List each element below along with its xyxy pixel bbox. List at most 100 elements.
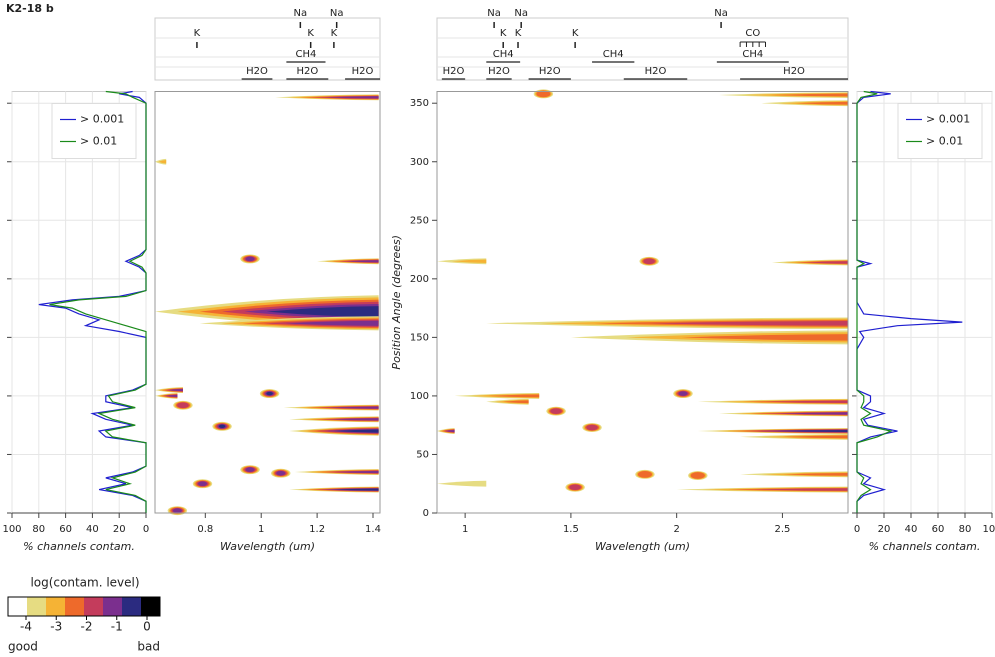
feature-label: H2O — [443, 66, 465, 77]
x-tick-label: 40 — [905, 524, 918, 535]
y-tick-label: 100 — [410, 391, 429, 402]
colorbar-tick-label: -3 — [50, 620, 62, 634]
contamination-streak — [285, 320, 379, 326]
feature-label: K — [307, 28, 314, 39]
contamination-streak — [772, 430, 848, 433]
legend-label: > 0.001 — [80, 113, 124, 126]
colorbar-tick-label: -2 — [81, 620, 93, 634]
plot-area — [436, 91, 849, 514]
legend-box — [897, 103, 983, 159]
y-axis-label: Position Angle (degrees) — [390, 235, 403, 370]
contamination-streak — [324, 96, 379, 99]
legend-label: > 0.01 — [926, 135, 963, 148]
x-tick-label: 60 — [59, 524, 72, 535]
plot-frame — [154, 91, 381, 514]
contamination-streak — [780, 412, 848, 415]
x-tick-label: 1.5 — [563, 524, 579, 535]
x-tick-label: 80 — [959, 524, 972, 535]
contamination-spot — [218, 424, 226, 429]
colorbar-tick-label: 0 — [143, 620, 151, 634]
contamination-streak — [266, 306, 379, 318]
y-tick-label: 300 — [410, 157, 429, 168]
contamination-streak — [451, 259, 487, 264]
x-axis-label: Wavelength (um) — [595, 540, 690, 553]
contamination-spot — [276, 470, 286, 476]
contamination-streak — [437, 480, 487, 487]
contamination-streak — [783, 472, 848, 476]
x-tick-label: 0 — [143, 524, 149, 535]
feature-label: H2O — [645, 66, 667, 77]
contamination-spot — [569, 484, 581, 491]
feature-label: H2O — [488, 66, 510, 77]
feature-label: CO — [745, 28, 760, 39]
x-tick-label: 100 — [982, 524, 995, 535]
contamination-streak — [158, 159, 167, 164]
x-tick-label: 1 — [462, 524, 468, 535]
y-tick-label: 150 — [410, 332, 429, 343]
feature-label: H2O — [296, 66, 318, 77]
colorbar-title: log(contam. level) — [30, 576, 139, 590]
contamination-spot — [550, 408, 562, 414]
colorbar-cell — [65, 597, 84, 616]
colorbar-tick-label: -4 — [20, 620, 32, 634]
x-tick-label: 60 — [932, 524, 945, 535]
x-tick-label: 20 — [113, 524, 126, 535]
x-axis-label: % channels contam. — [869, 540, 981, 553]
series-line — [856, 90, 963, 513]
feature-label: H2O — [539, 66, 561, 77]
x-tick-label: 40 — [86, 524, 99, 535]
x-tick-label: 100 — [2, 524, 21, 535]
feature-label: K — [572, 28, 579, 39]
feature-label: H2O — [246, 66, 268, 77]
colorbar-cell — [27, 597, 46, 616]
contamination-streak — [165, 394, 178, 397]
feature-label: K — [500, 28, 507, 39]
series-line — [856, 90, 893, 513]
contamination-streak — [806, 261, 848, 264]
contamination-streak — [649, 320, 848, 326]
colorbar-low-label: good — [8, 640, 38, 654]
legend-label: > 0.001 — [926, 113, 970, 126]
contamination-streak — [795, 101, 848, 105]
y-tick-label: 250 — [410, 215, 429, 226]
feature-panel — [436, 17, 849, 81]
contamination-streak — [445, 429, 455, 433]
series-line — [38, 90, 147, 513]
feature-label: K — [515, 28, 522, 39]
contamination-streak — [333, 429, 379, 433]
contamination-streak — [329, 406, 379, 409]
feature-label: H2O — [352, 66, 374, 77]
contamination-spot — [690, 472, 705, 479]
x-tick-label: 0.8 — [197, 524, 213, 535]
colorbar-cell — [103, 597, 122, 616]
feature-label: CH4 — [742, 49, 763, 60]
contamination-streak — [753, 488, 848, 491]
colorbar-tick-label: -1 — [111, 620, 123, 634]
contamination-spot — [245, 467, 255, 472]
colorbar-cell — [122, 597, 141, 616]
x-tick-label: 1.4 — [365, 524, 381, 535]
feature-label: Na — [330, 8, 344, 19]
colorbar-cell — [46, 597, 65, 616]
contamination-streak — [346, 260, 379, 263]
feature-label: K — [331, 28, 338, 39]
contamination-streak — [333, 488, 379, 491]
x-tick-label: 1 — [258, 524, 264, 535]
feature-label: CH4 — [603, 49, 624, 60]
x-axis-label: Wavelength (um) — [220, 540, 315, 553]
colorbar-cell — [8, 597, 27, 616]
y-tick-label: 350 — [410, 98, 429, 109]
contamination-streak — [488, 394, 540, 398]
colorbar-high-label: bad — [137, 640, 160, 654]
feature-label: Na — [714, 8, 728, 19]
x-tick-label: 0 — [854, 524, 860, 535]
x-tick-label: 80 — [32, 524, 45, 535]
legend-label: > 0.01 — [80, 135, 117, 148]
series-line — [49, 90, 147, 513]
x-axis-label: % channels contam. — [23, 540, 135, 553]
feature-panel — [154, 17, 381, 81]
contamination-streak — [765, 400, 848, 403]
y-tick-label: 200 — [410, 274, 429, 285]
